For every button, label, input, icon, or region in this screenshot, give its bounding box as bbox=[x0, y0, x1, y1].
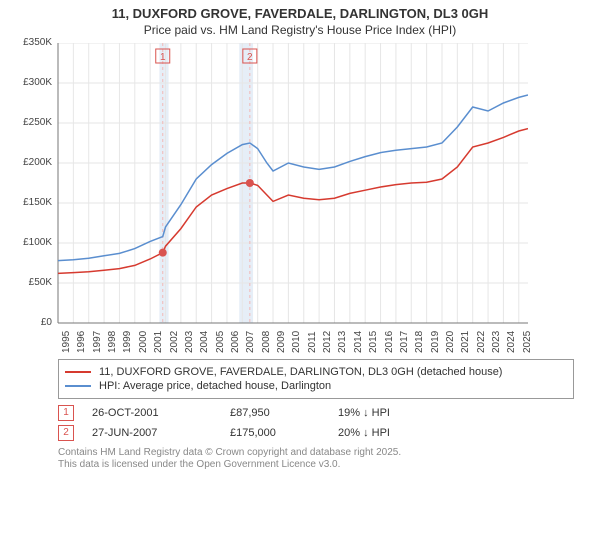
x-tick-label: 2023 bbox=[491, 331, 502, 353]
x-tick-label: 2024 bbox=[506, 331, 517, 353]
x-tick-label: 1998 bbox=[107, 331, 118, 353]
y-tick-label: £200K bbox=[8, 157, 52, 168]
y-tick-label: £150K bbox=[8, 197, 52, 208]
x-tick-label: 2017 bbox=[399, 331, 410, 353]
x-tick-label: 2018 bbox=[414, 331, 425, 353]
x-tick-label: 2010 bbox=[291, 331, 302, 353]
data-point-row: 1 26-OCT-2001 £87,950 19% ↓ HPI bbox=[58, 405, 574, 421]
y-tick-label: £50K bbox=[8, 277, 52, 288]
x-tick-label: 2019 bbox=[430, 331, 441, 353]
x-tick-label: 2021 bbox=[460, 331, 471, 353]
x-tick-label: 2014 bbox=[353, 331, 364, 353]
svg-text:1: 1 bbox=[160, 52, 166, 63]
y-tick-label: £100K bbox=[8, 237, 52, 248]
y-tick-label: £300K bbox=[8, 77, 52, 88]
x-tick-label: 2001 bbox=[153, 331, 164, 353]
x-tick-label: 1999 bbox=[122, 331, 133, 353]
y-tick-label: £350K bbox=[8, 37, 52, 48]
x-tick-label: 2015 bbox=[368, 331, 379, 353]
data-point-delta: 19% ↓ HPI bbox=[338, 407, 390, 419]
x-tick-label: 2008 bbox=[261, 331, 272, 353]
x-tick-label: 1997 bbox=[92, 331, 103, 353]
legend-item: 11, DUXFORD GROVE, FAVERDALE, DARLINGTON… bbox=[65, 366, 567, 378]
svg-text:2: 2 bbox=[247, 52, 253, 63]
x-tick-label: 2011 bbox=[307, 331, 318, 353]
x-tick-label: 2004 bbox=[199, 331, 210, 353]
title-main: 11, DUXFORD GROVE, FAVERDALE, DARLINGTON… bbox=[8, 6, 592, 21]
data-point-date: 27-JUN-2007 bbox=[92, 427, 212, 439]
x-tick-label: 2003 bbox=[184, 331, 195, 353]
y-tick-label: £250K bbox=[8, 117, 52, 128]
x-tick-label: 2007 bbox=[245, 331, 256, 353]
x-tick-label: 2016 bbox=[384, 331, 395, 353]
license-line: This data is licensed under the Open Gov… bbox=[58, 459, 574, 471]
x-tick-label: 1995 bbox=[61, 331, 72, 353]
data-point-table: 1 26-OCT-2001 £87,950 19% ↓ HPI 2 27-JUN-2007… bbox=[58, 405, 574, 441]
data-point-date: 26-OCT-2001 bbox=[92, 407, 212, 419]
data-point-row: 2 27-JUN-2007 £175,000 20% ↓ HPI bbox=[58, 425, 574, 441]
data-point-price: £87,950 bbox=[230, 407, 320, 419]
legend-label: HPI: Average price, detached house, Darl… bbox=[99, 380, 331, 392]
line-chart: 12 bbox=[8, 43, 528, 353]
x-tick-label: 2002 bbox=[169, 331, 180, 353]
data-point-delta: 20% ↓ HPI bbox=[338, 427, 390, 439]
legend-swatch bbox=[65, 385, 91, 387]
data-point-price: £175,000 bbox=[230, 427, 320, 439]
license-text: Contains HM Land Registry data © Crown c… bbox=[58, 447, 574, 471]
legend-swatch bbox=[65, 371, 91, 373]
x-tick-label: 2009 bbox=[276, 331, 287, 353]
license-line: Contains HM Land Registry data © Crown c… bbox=[58, 447, 574, 459]
x-tick-label: 2000 bbox=[138, 331, 149, 353]
x-tick-label: 2025 bbox=[522, 331, 533, 353]
title-sub: Price paid vs. HM Land Registry's House … bbox=[8, 23, 592, 37]
x-tick-label: 2013 bbox=[337, 331, 348, 353]
data-point-marker: 2 bbox=[58, 425, 74, 441]
y-tick-label: £0 bbox=[8, 317, 52, 328]
x-tick-label: 2012 bbox=[322, 331, 333, 353]
legend-label: 11, DUXFORD GROVE, FAVERDALE, DARLINGTON… bbox=[99, 366, 502, 378]
x-tick-label: 1996 bbox=[76, 331, 87, 353]
data-point-marker: 1 bbox=[58, 405, 74, 421]
chart-area: 12 £0£50K£100K£150K£200K£250K£300K£350K … bbox=[8, 43, 592, 353]
legend: 11, DUXFORD GROVE, FAVERDALE, DARLINGTON… bbox=[58, 359, 574, 399]
x-tick-label: 2020 bbox=[445, 331, 456, 353]
x-tick-label: 2005 bbox=[215, 331, 226, 353]
legend-item: HPI: Average price, detached house, Darl… bbox=[65, 380, 567, 392]
x-tick-label: 2006 bbox=[230, 331, 241, 353]
chart-titles: 11, DUXFORD GROVE, FAVERDALE, DARLINGTON… bbox=[8, 6, 592, 37]
x-tick-label: 2022 bbox=[476, 331, 487, 353]
